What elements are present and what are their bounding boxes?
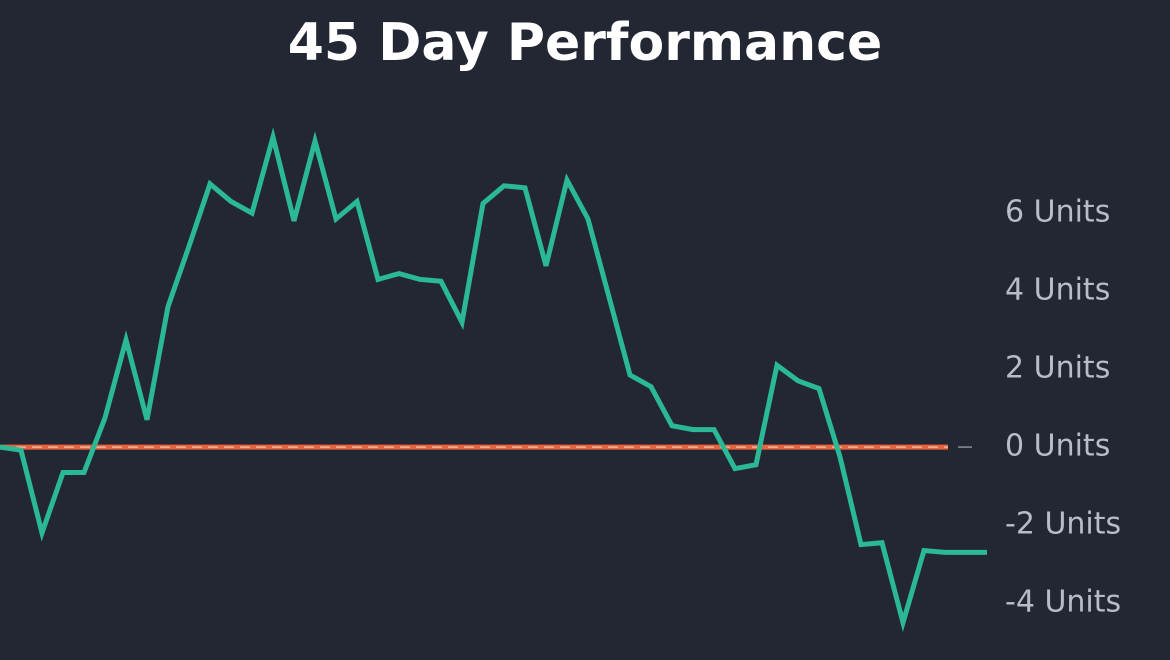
y-tick-label: 2 Units xyxy=(1005,351,1110,386)
y-tick-label: -4 Units xyxy=(1005,585,1121,620)
y-tick-label: -2 Units xyxy=(1005,507,1121,542)
y-tick-label: 0 Units xyxy=(1005,429,1110,464)
y-tick-label: 4 Units xyxy=(1005,273,1110,308)
y-tick-label: 6 Units xyxy=(1005,195,1110,230)
chart-title: 45 Day Performance xyxy=(288,13,883,73)
data-line xyxy=(0,127,987,632)
